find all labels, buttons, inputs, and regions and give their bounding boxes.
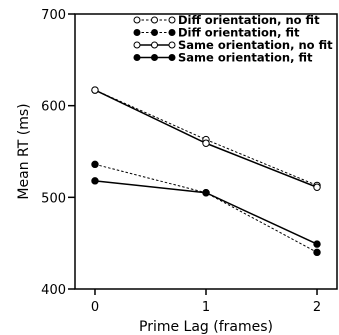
series-line xyxy=(94,163,318,253)
x-axis-title: Prime Lag (frames) xyxy=(139,319,273,335)
data-point xyxy=(313,183,321,191)
data-point xyxy=(91,177,99,185)
legend-marker xyxy=(133,16,141,24)
data-point xyxy=(91,160,99,169)
legend-marker xyxy=(151,54,158,61)
legend-marker xyxy=(133,41,141,49)
series xyxy=(91,86,321,191)
y-axis-title: Mean RT (ms) xyxy=(16,103,32,199)
legend-marker xyxy=(168,54,176,61)
x-tick-label: 0 xyxy=(91,300,99,315)
y-tick-label: 600 xyxy=(41,100,66,115)
legend-item: Diff orientation, fit xyxy=(133,26,300,40)
series xyxy=(91,86,321,190)
legend-label: Diff orientation, no fit xyxy=(178,13,320,27)
x-tick-label: 1 xyxy=(202,300,210,315)
legend-item: Same orientation, fit xyxy=(133,51,313,65)
axes: 400 500 600 700 0 1 2 xyxy=(41,8,338,315)
data-point xyxy=(202,139,210,147)
series-group xyxy=(91,86,321,257)
legend-marker xyxy=(168,16,176,24)
data-point xyxy=(91,86,99,94)
legend-label: Same orientation, fit xyxy=(178,51,313,65)
series xyxy=(91,177,321,248)
legend-marker xyxy=(133,29,141,36)
legend-marker xyxy=(151,29,158,36)
legend-marker xyxy=(168,41,176,49)
legend-marker xyxy=(151,16,158,24)
legend-item: Diff orientation, no fit xyxy=(133,13,320,27)
legend-marker xyxy=(168,29,176,36)
x-tick-label: 2 xyxy=(313,300,321,315)
data-point xyxy=(313,240,321,248)
legend-marker xyxy=(133,54,141,61)
data-point xyxy=(313,248,321,257)
legend-label: Same orientation, no fit xyxy=(178,38,333,52)
y-tick-label: 700 xyxy=(41,8,66,23)
legend-item: Same orientation, no fit xyxy=(133,38,333,52)
legend-marker xyxy=(151,41,158,49)
data-point xyxy=(202,189,210,197)
legend-label: Diff orientation, fit xyxy=(178,26,300,40)
y-tick-label: 500 xyxy=(41,191,66,206)
y-tick-label: 400 xyxy=(41,283,66,298)
